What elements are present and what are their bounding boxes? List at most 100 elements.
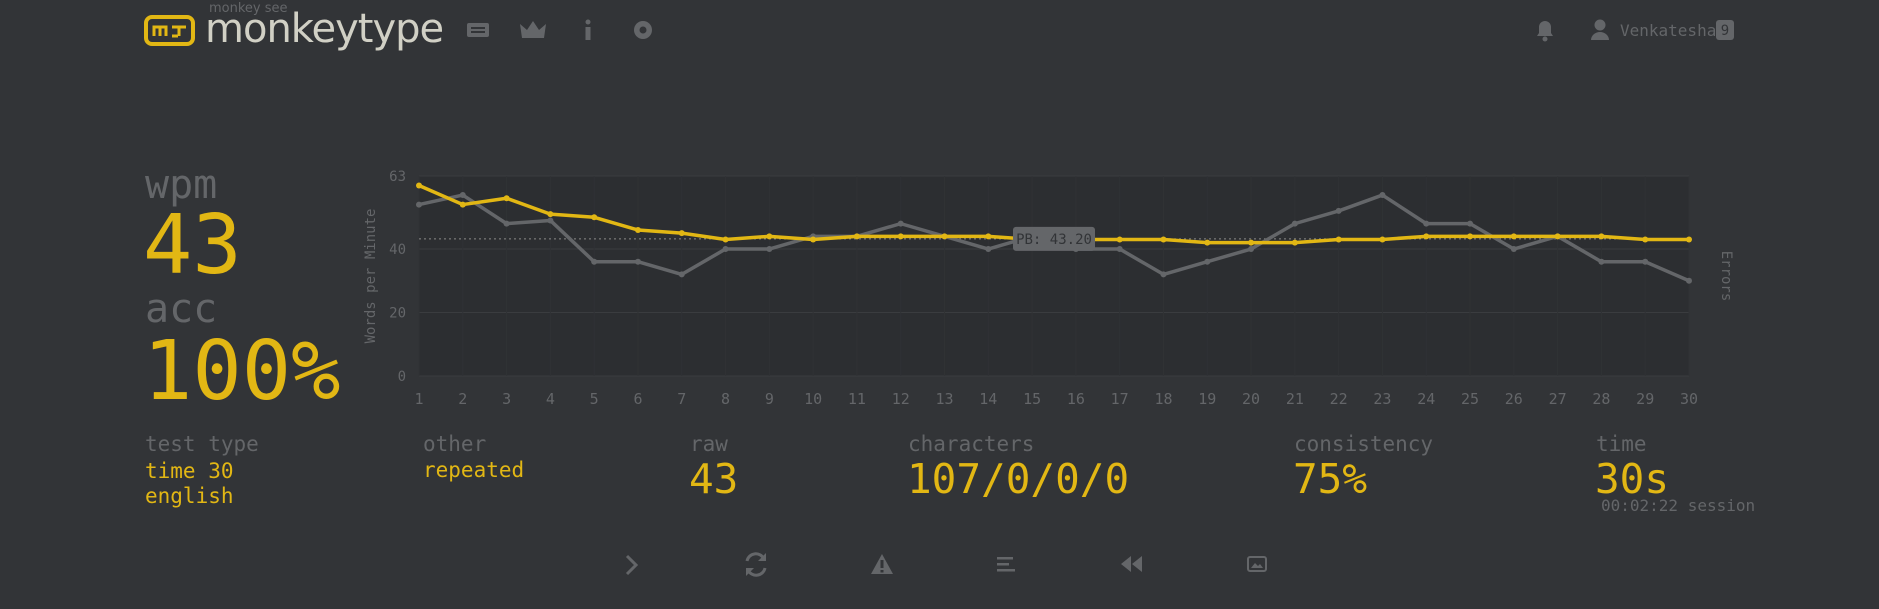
logo[interactable]: monkey see monkeytype xyxy=(144,1,444,52)
series-point xyxy=(1554,233,1561,240)
x-tick-label: 14 xyxy=(979,390,997,408)
x-tick-label: 7 xyxy=(677,390,686,408)
notifications[interactable] xyxy=(1537,21,1553,42)
series-point xyxy=(1248,239,1255,246)
nav-leaderboard[interactable] xyxy=(520,21,546,38)
series-point xyxy=(634,226,641,233)
wpm-value: 43 xyxy=(143,198,242,293)
series-point xyxy=(985,246,992,253)
word-history[interactable] xyxy=(997,557,1015,572)
series-point xyxy=(1642,258,1649,265)
series-point xyxy=(1335,236,1342,243)
series-point xyxy=(1204,239,1211,246)
x-tick-label: 3 xyxy=(502,390,511,408)
series-point xyxy=(678,271,685,278)
x-tick-label: 24 xyxy=(1417,390,1435,408)
series-point xyxy=(722,236,729,243)
x-tick-label: 13 xyxy=(935,390,953,408)
series-point xyxy=(416,182,422,189)
other-value: repeated xyxy=(423,458,524,482)
series-point xyxy=(1116,236,1123,243)
series-point xyxy=(1291,220,1298,227)
other-label: other xyxy=(423,432,486,456)
y-tick-label: 20 xyxy=(389,306,406,322)
x-tick-label: 16 xyxy=(1067,390,1085,408)
x-tick-label: 30 xyxy=(1680,390,1698,408)
x-tick-label: 11 xyxy=(848,390,866,408)
save-screenshot[interactable] xyxy=(1247,556,1267,572)
watch-replay[interactable] xyxy=(1121,556,1142,572)
pb-label-box xyxy=(1013,226,1095,251)
x-tick-label: 20 xyxy=(1242,390,1260,408)
series-point xyxy=(722,246,729,253)
series-point xyxy=(1335,207,1342,214)
x-tick-label: 21 xyxy=(1286,390,1304,408)
series-point xyxy=(547,217,554,224)
next-test[interactable] xyxy=(625,554,639,576)
badge-text: 9 xyxy=(1721,23,1729,39)
consistency-label: consistency xyxy=(1294,432,1433,456)
series-point xyxy=(1291,239,1298,246)
series-point xyxy=(416,201,422,208)
series-point xyxy=(503,220,510,227)
y-axis-label: Words per Minute xyxy=(363,209,379,344)
series-point xyxy=(1686,236,1692,243)
nav-about[interactable] xyxy=(585,19,591,41)
series-point xyxy=(1379,192,1386,199)
series-point xyxy=(1160,271,1167,278)
x-tick-label: 23 xyxy=(1373,390,1391,408)
x-tick-label: 18 xyxy=(1154,390,1172,408)
x-tick-label: 15 xyxy=(1023,390,1041,408)
series-point xyxy=(1598,258,1605,265)
nav-settings[interactable] xyxy=(634,21,652,39)
series-point xyxy=(985,233,992,240)
consistency-value: 75% xyxy=(1293,455,1367,503)
series-point xyxy=(766,246,773,253)
series-point xyxy=(897,220,904,227)
x-tick-label: 25 xyxy=(1461,390,1479,408)
series-point xyxy=(810,236,817,243)
acc-value: 100% xyxy=(143,324,340,419)
series-point xyxy=(1598,233,1605,240)
series-point xyxy=(1423,233,1430,240)
x-tick-label: 22 xyxy=(1330,390,1348,408)
x-tick-label: 27 xyxy=(1549,390,1567,408)
characters-value: 107/0/0/0 xyxy=(907,455,1129,503)
practice-words[interactable] xyxy=(871,554,893,574)
series-point xyxy=(459,201,466,208)
series-point xyxy=(503,195,510,202)
nav-keyboard[interactable] xyxy=(467,23,489,37)
x-tick-label: 12 xyxy=(892,390,910,408)
x-tick-label: 4 xyxy=(546,390,555,408)
x-tick-label: 19 xyxy=(1198,390,1216,408)
session-time: 00:02:22 session xyxy=(1601,496,1755,515)
series-point xyxy=(1160,236,1167,243)
x-tick-label: 9 xyxy=(765,390,774,408)
wpm-label: wpm xyxy=(145,162,217,208)
test-type-label: test type xyxy=(145,432,259,456)
plot-area xyxy=(419,176,1689,376)
series-point xyxy=(547,211,554,218)
x-tick-label: 2 xyxy=(458,390,467,408)
logo-subtitle: monkey see xyxy=(209,1,288,16)
x-tick-label: 26 xyxy=(1505,390,1523,408)
series-point xyxy=(1467,220,1474,227)
restart-test[interactable] xyxy=(745,552,767,577)
account[interactable]: Venkatesha 9 xyxy=(1591,19,1734,41)
username: Venkatesha xyxy=(1620,21,1716,40)
logo-icon xyxy=(144,15,195,46)
series-point xyxy=(678,230,685,237)
series-point xyxy=(1467,233,1474,240)
badge xyxy=(1716,20,1734,40)
logo-title: monkeytype xyxy=(205,6,443,52)
pb-label: PB: 43.20 xyxy=(1016,232,1092,248)
time-value: 30s xyxy=(1595,455,1669,503)
series-point xyxy=(1116,246,1123,253)
x-tick-label: 8 xyxy=(721,390,730,408)
series-point xyxy=(853,233,860,240)
series-point xyxy=(591,258,598,265)
y-tick-label: 0 xyxy=(398,369,406,385)
series-point xyxy=(1379,236,1386,243)
